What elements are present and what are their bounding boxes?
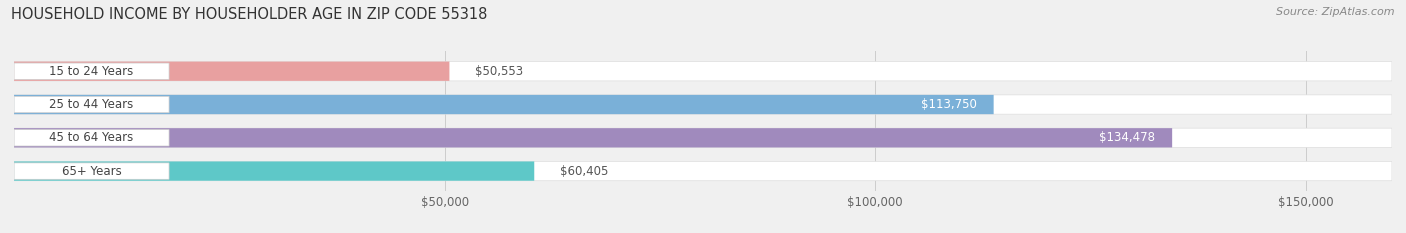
Text: HOUSEHOLD INCOME BY HOUSEHOLDER AGE IN ZIP CODE 55318: HOUSEHOLD INCOME BY HOUSEHOLDER AGE IN Z… [11, 7, 488, 22]
Text: 25 to 44 Years: 25 to 44 Years [49, 98, 134, 111]
FancyBboxPatch shape [14, 95, 994, 114]
FancyBboxPatch shape [14, 161, 534, 181]
Text: 15 to 24 Years: 15 to 24 Years [49, 65, 134, 78]
FancyBboxPatch shape [14, 128, 1392, 147]
Text: $134,478: $134,478 [1099, 131, 1154, 144]
FancyBboxPatch shape [14, 161, 1392, 181]
Text: $113,750: $113,750 [921, 98, 976, 111]
Text: $60,405: $60,405 [560, 164, 609, 178]
Text: 65+ Years: 65+ Years [62, 164, 121, 178]
FancyBboxPatch shape [14, 63, 169, 79]
FancyBboxPatch shape [14, 130, 169, 146]
FancyBboxPatch shape [14, 62, 450, 81]
FancyBboxPatch shape [14, 62, 1392, 81]
Text: 45 to 64 Years: 45 to 64 Years [49, 131, 134, 144]
Text: $50,553: $50,553 [475, 65, 523, 78]
FancyBboxPatch shape [14, 95, 1392, 114]
FancyBboxPatch shape [14, 96, 169, 113]
FancyBboxPatch shape [14, 128, 1173, 147]
FancyBboxPatch shape [14, 163, 169, 179]
Text: Source: ZipAtlas.com: Source: ZipAtlas.com [1277, 7, 1395, 17]
